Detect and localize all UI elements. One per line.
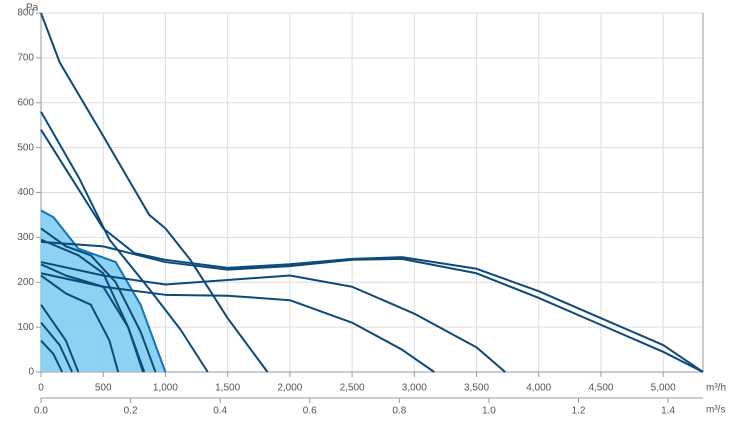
x-tick-label: 1,500 [215, 383, 240, 394]
y-axis-label: Pa [26, 3, 39, 14]
x-tick-label: 4,500 [588, 383, 613, 394]
x-axis-label: m³/h [706, 383, 726, 394]
y-tick-label: 800 [17, 8, 34, 19]
x2-tick-label: 1.4 [661, 406, 675, 417]
x2-tick-label: 1.0 [482, 406, 496, 417]
y-tick-label: 400 [17, 187, 34, 198]
x2-tick-label: 0.2 [124, 406, 138, 417]
y-tick-label: 0 [28, 367, 34, 378]
x-tick-label: 2,500 [340, 383, 365, 394]
fan-curve [40, 129, 704, 373]
fan-curve [40, 263, 146, 373]
x-tick-label: 4,000 [526, 383, 551, 394]
fan-curve [40, 261, 506, 373]
fan-curve [40, 339, 64, 373]
fan-curve [40, 321, 74, 373]
x2-tick-label: 1.2 [572, 406, 586, 417]
x-tick-label: 3,500 [464, 383, 489, 394]
y-tick-label: 200 [17, 277, 34, 288]
fan-curve [40, 227, 157, 373]
fan-curve [40, 111, 209, 373]
x-tick-label: 2,000 [277, 383, 302, 394]
fan-curve [40, 274, 120, 373]
fan-curve [40, 12, 269, 373]
x2-axis-label: m³/s [706, 405, 725, 416]
y-tick-label: 600 [17, 97, 34, 108]
fan-curve [40, 304, 80, 373]
y-tick-label: 300 [17, 232, 34, 243]
y-tick-label: 700 [17, 53, 34, 64]
x-tick-label: 500 [95, 383, 112, 394]
x-tick-label: 1,000 [153, 383, 178, 394]
fan-curve [40, 240, 704, 373]
x-tick-label: 3,000 [402, 383, 427, 394]
x-tick-label: 0 [38, 383, 44, 394]
fan-curve [40, 209, 167, 373]
x-tick-label: 5,000 [651, 383, 676, 394]
x2-tick-label: 0.4 [213, 406, 227, 417]
x2-tick-label: 0.8 [392, 406, 406, 417]
fan-curve [40, 272, 435, 373]
x2-tick-label: 0.0 [34, 406, 48, 417]
y-tick-label: 500 [17, 142, 34, 153]
y-tick-label: 100 [17, 322, 34, 333]
x2-tick-label: 0.6 [303, 406, 317, 417]
area [41, 210, 166, 372]
